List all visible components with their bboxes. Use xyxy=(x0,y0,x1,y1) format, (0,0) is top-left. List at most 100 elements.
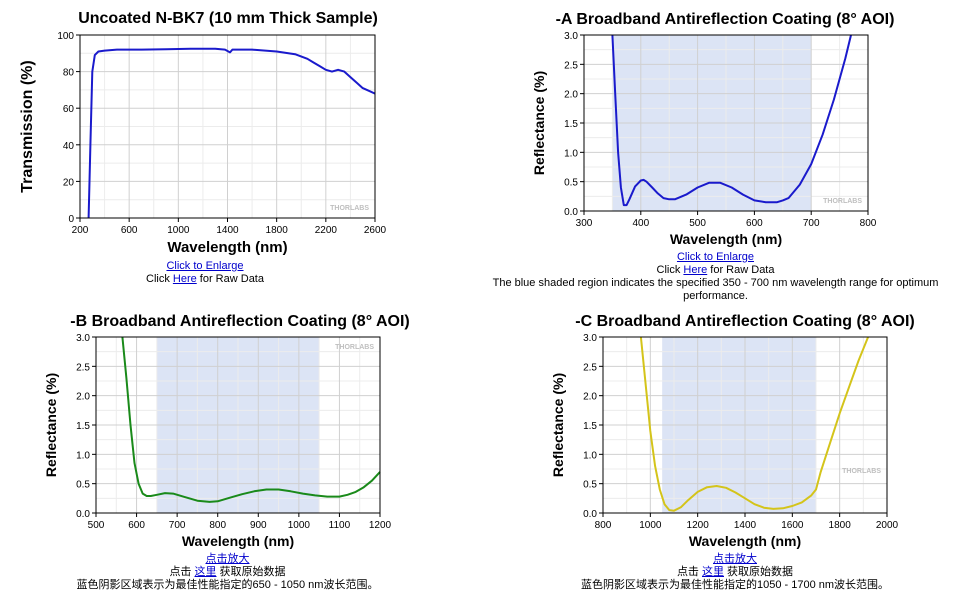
y-tick-label: 80 xyxy=(63,68,75,79)
x-tick-label: 600 xyxy=(746,218,763,229)
y-tick-label: 0.0 xyxy=(564,207,578,218)
x-tick-label: 700 xyxy=(169,520,186,531)
range-note: 蓝色阴影区域表示为最佳性能指定的650 - 1050 nm波长范围。 xyxy=(76,579,379,591)
y-tick-label: 2.5 xyxy=(564,60,578,71)
raw-data-prefix: Click xyxy=(146,273,173,285)
y-tick-label: 60 xyxy=(63,104,75,115)
chart1-captions: Click to Enlarge Click Here for Raw Data… xyxy=(488,251,943,303)
chart-title: Uncoated N-BK7 (10 mm Thick Sample) xyxy=(78,10,378,27)
series-line xyxy=(121,336,381,503)
x-tick-label: 1100 xyxy=(329,520,351,531)
y-tick-label: 2.0 xyxy=(583,392,597,403)
raw-data-link[interactable]: 这里 xyxy=(702,566,724,578)
series-line xyxy=(639,336,870,512)
x-tick-label: 1000 xyxy=(639,520,662,531)
range-note: 蓝色阴影区域表示为最佳性能指定的1050 - 1700 nm波长范围。 xyxy=(580,579,890,591)
y-axis-label: Reflectance (%) xyxy=(531,71,547,175)
x-axis-label: Wavelength (nm) xyxy=(182,533,294,549)
x-tick-label: 1400 xyxy=(216,225,239,236)
y-tick-label: 2.0 xyxy=(76,392,90,403)
range-note: The blue shaded region indicates the spe… xyxy=(492,277,939,302)
x-tick-label: 500 xyxy=(689,218,706,229)
y-tick-label: 1.0 xyxy=(583,450,597,461)
y-tick-label: 0.0 xyxy=(583,509,597,520)
watermark: THORLABS xyxy=(335,344,374,351)
y-tick-label: 2.5 xyxy=(583,362,597,373)
y-tick-label: 40 xyxy=(63,141,75,152)
x-tick-label: 800 xyxy=(860,218,877,229)
y-tick-label: 1.0 xyxy=(76,450,90,461)
enlarge-link[interactable]: Click to Enlarge xyxy=(166,260,244,272)
x-tick-label: 2200 xyxy=(315,225,338,236)
raw-data-link[interactable]: 这里 xyxy=(194,566,217,578)
chart-title: -B Broadband Antireflection Coating (8° … xyxy=(70,313,410,330)
raw-data-prefix: 点击 xyxy=(676,566,702,578)
raw-data-link[interactable]: Here xyxy=(683,264,708,276)
x-tick-label: 800 xyxy=(209,520,226,531)
chart2-captions: 点击放大 点击 这里 获取原始数据 蓝色阴影区域表示为最佳性能指定的650 - … xyxy=(30,553,425,592)
x-tick-label: 2600 xyxy=(364,225,387,236)
x-tick-label: 1400 xyxy=(734,520,757,531)
x-tick-label: 1000 xyxy=(288,520,311,531)
enlarge-link[interactable]: 点击放大 xyxy=(205,553,250,565)
y-tick-label: 0.5 xyxy=(76,480,90,491)
raw-data-suffix: for Raw Data xyxy=(196,273,264,285)
x-tick-label: 600 xyxy=(128,520,145,531)
x-axis-label: Wavelength (nm) xyxy=(670,231,782,247)
series-line xyxy=(611,34,852,207)
y-tick-label: 3.0 xyxy=(76,333,90,344)
watermark: THORLABS xyxy=(842,468,881,475)
x-tick-label: 1600 xyxy=(781,520,804,531)
series-line xyxy=(87,47,376,219)
raw-data-suffix: 获取原始数据 xyxy=(724,566,794,578)
x-tick-label: 1800 xyxy=(266,225,289,236)
raw-data-suffix: 获取原始数据 xyxy=(216,566,286,578)
x-tick-label: 1000 xyxy=(167,225,190,236)
y-axis-label: Transmission (%) xyxy=(19,60,36,192)
x-tick-label: 1200 xyxy=(687,520,710,531)
x-tick-label: 800 xyxy=(595,520,612,531)
x-tick-label: 1800 xyxy=(829,520,852,531)
y-tick-label: 0 xyxy=(68,214,74,225)
y-axis-label: Reflectance (%) xyxy=(550,373,566,477)
enlarge-link[interactable]: 点击放大 xyxy=(713,553,757,565)
watermark: THORLABS xyxy=(823,198,862,205)
x-tick-label: 2000 xyxy=(876,520,899,531)
chart-title: -A Broadband Antireflection Coating (8° … xyxy=(555,11,895,28)
transmission-chart: THORLABS 200 600 1000 1400 1800 2200 2600 0 20 40 6… xyxy=(19,31,387,256)
x-tick-label: 600 xyxy=(121,225,138,236)
y-tick-label: 2.5 xyxy=(76,362,90,373)
x-tick-label: 200 xyxy=(72,225,89,236)
raw-data-prefix: 点击 xyxy=(169,566,195,578)
x-tick-label: 1200 xyxy=(369,520,392,531)
y-tick-label: 100 xyxy=(57,31,74,42)
x-axis-label: Wavelength (nm) xyxy=(689,533,801,549)
chart3-captions: 点击放大 点击 这里 获取原始数据 蓝色阴影区域表示为最佳性能指定的1050 -… xyxy=(540,553,930,592)
reflectance-b-chart: THORLABS 500 600 700 800 900 1000 1100 1200 0.0 0.… xyxy=(43,333,392,549)
y-tick-label: 1.5 xyxy=(76,421,90,432)
chart-title: -C Broadband Antireflection Coating (8° … xyxy=(575,313,915,330)
reflectance-a-chart: THORLABS 300 400 500 600 700 800 0.0 0.5 1.0 1.5 2.… xyxy=(531,31,877,247)
y-axis-label: Reflectance (%) xyxy=(43,373,59,477)
raw-data-prefix: Click xyxy=(656,264,684,276)
x-tick-label: 500 xyxy=(88,520,105,531)
x-tick-label: 400 xyxy=(632,218,649,229)
y-tick-label: 0.5 xyxy=(583,480,597,491)
y-tick-label: 0.0 xyxy=(76,509,90,520)
reflectance-c-chart: THORLABS 800 1000 1200 1400 1600 1800 2000 0.0 0.… xyxy=(550,333,899,549)
y-tick-label: 20 xyxy=(63,177,75,188)
raw-data-suffix: for Raw Data xyxy=(707,264,775,276)
x-axis-label: Wavelength (nm) xyxy=(167,239,287,256)
y-tick-label: 0.5 xyxy=(564,178,578,189)
x-tick-label: 300 xyxy=(576,218,593,229)
y-tick-label: 3.0 xyxy=(583,333,597,344)
enlarge-link[interactable]: Click to Enlarge xyxy=(676,251,755,263)
raw-data-link[interactable]: Here xyxy=(172,273,197,285)
x-tick-label: 700 xyxy=(803,218,820,229)
y-tick-label: 1.5 xyxy=(564,119,578,130)
y-tick-label: 1.5 xyxy=(583,421,597,432)
y-tick-label: 2.0 xyxy=(564,90,578,101)
y-tick-label: 1.0 xyxy=(564,148,578,159)
x-tick-label: 900 xyxy=(250,520,267,531)
watermark: THORLABS xyxy=(330,205,369,212)
